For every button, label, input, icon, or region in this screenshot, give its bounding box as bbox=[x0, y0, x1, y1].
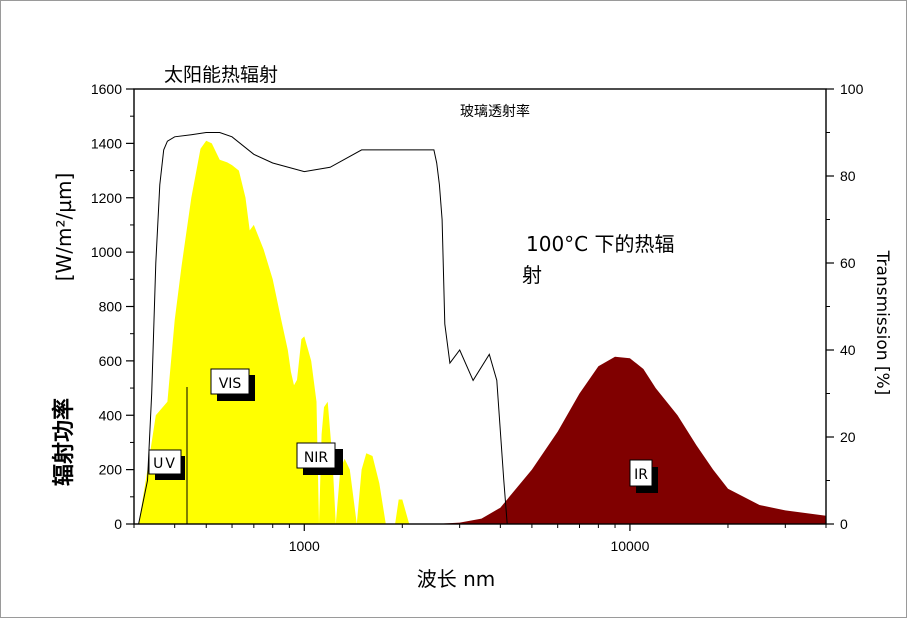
y-axis-label-unit: [W/m²/µm] bbox=[52, 173, 76, 282]
y-left-tick-label: 800 bbox=[99, 299, 123, 315]
y-axis-label-right: Transmission [%] bbox=[872, 250, 892, 396]
y-right-tick-label: 0 bbox=[840, 516, 848, 532]
y-right-tick-label: 100 bbox=[840, 81, 864, 97]
y-right-tick-label: 40 bbox=[840, 342, 856, 358]
y-left-tick-label: 0 bbox=[114, 516, 122, 532]
x-axis-label: 波长 nm bbox=[417, 567, 496, 591]
y-left-tick-label: 400 bbox=[99, 407, 123, 423]
y-left-tick-label: 600 bbox=[99, 353, 123, 369]
axis-ticks: 0 200 400 600 800 1000 1200 1400 1600 0 20 40 60 80 10… bbox=[91, 81, 864, 554]
chart-title: 太阳能热辐射 bbox=[164, 64, 278, 86]
y-left-tick-label: 1600 bbox=[91, 81, 122, 97]
label-nir: NIR bbox=[296, 442, 343, 475]
y-axis-label-cn: 辐射功率 bbox=[51, 398, 77, 486]
label-vis-text: VIS bbox=[219, 376, 242, 392]
y-left-tick-label: 1400 bbox=[91, 135, 122, 151]
series-line-glass-transmission bbox=[138, 132, 508, 525]
y-left-tick-label: 200 bbox=[99, 462, 123, 478]
x-tick-label: 1000 bbox=[289, 538, 320, 554]
label-ir: IR bbox=[629, 459, 658, 493]
series-area-thermal bbox=[433, 356, 826, 524]
label-uv: UV bbox=[148, 449, 185, 480]
label-ir-text: IR bbox=[634, 467, 648, 483]
y-right-tick-label: 60 bbox=[840, 255, 856, 271]
label-nir-text: NIR bbox=[304, 450, 329, 466]
y-left-tick-label: 1200 bbox=[91, 190, 122, 206]
glass-transmission-label: 玻璃透射率 bbox=[460, 103, 530, 120]
x-tick-label: 10000 bbox=[610, 538, 649, 554]
y-left-tick-label: 1000 bbox=[91, 244, 122, 260]
thermal-radiation-label-2: 射 bbox=[522, 263, 542, 287]
series-area-solar bbox=[138, 140, 410, 524]
thermal-radiation-label: 100°C 下的热辐 bbox=[526, 232, 675, 256]
label-uv-text: UV bbox=[153, 456, 177, 472]
plot-series bbox=[138, 132, 826, 525]
y-right-tick-label: 20 bbox=[840, 429, 856, 445]
y-right-tick-label: 80 bbox=[840, 168, 856, 184]
label-vis: VIS bbox=[210, 368, 255, 401]
